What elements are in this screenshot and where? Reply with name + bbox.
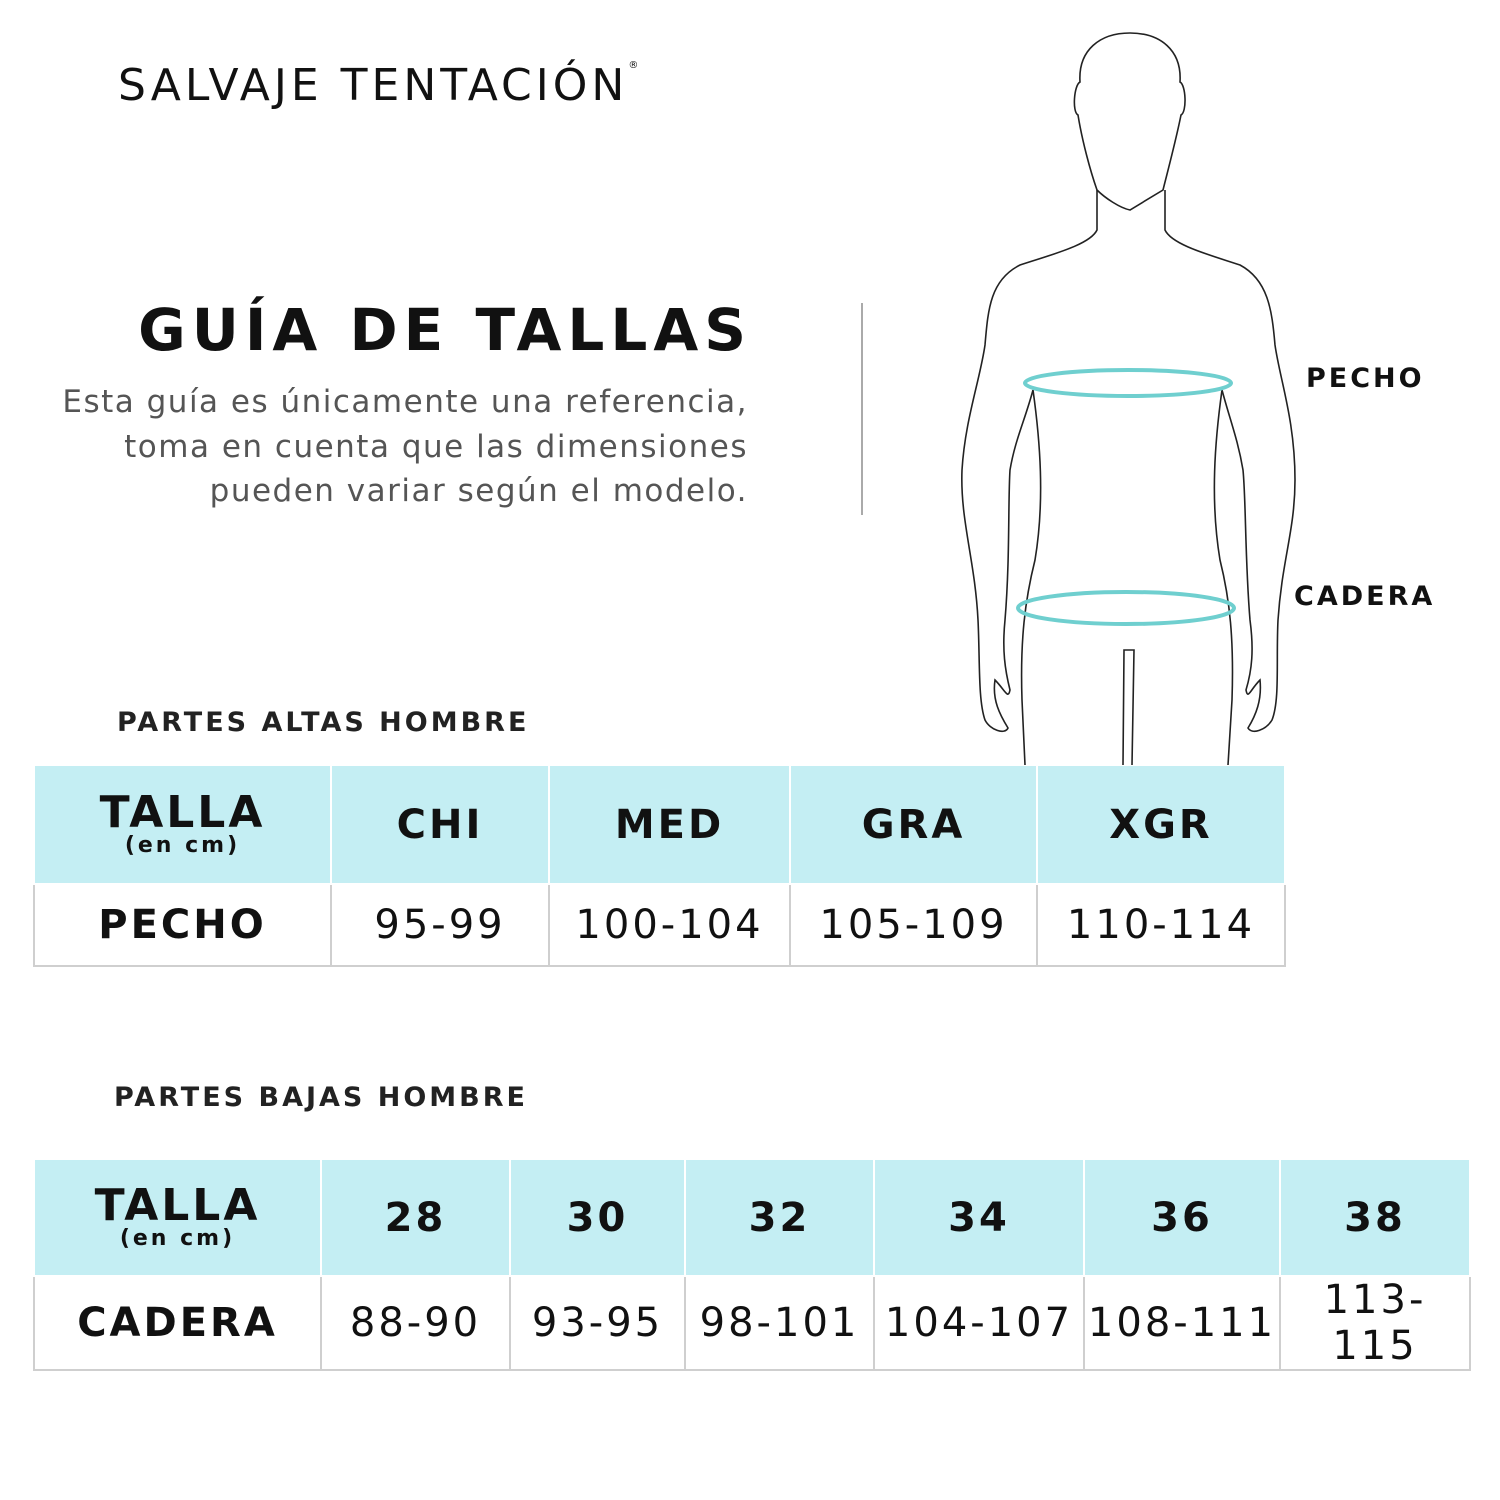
registered-mark: ®	[628, 60, 639, 71]
hip-label: CADERA	[1294, 581, 1436, 612]
table-cell: 95-99	[330, 883, 550, 967]
left-body-outline	[961, 190, 1098, 732]
lower-section-title: PARTES BAJAS HOMBRE	[114, 1082, 528, 1113]
page-title: GUÍA DE TALLAS	[138, 296, 752, 364]
torso-left	[1020, 389, 1042, 766]
talla-header: TALLA (en cm)	[33, 1160, 322, 1277]
size-header: 36	[1083, 1160, 1281, 1277]
table-header-row: TALLA (en cm) CHI MED GRA XGR	[33, 766, 1286, 885]
table-cell: 88-90	[320, 1275, 511, 1371]
table-cell: 93-95	[509, 1275, 686, 1371]
size-header: 30	[509, 1160, 686, 1277]
upper-section-title: PARTES ALTAS HOMBRE	[117, 707, 530, 738]
talla-label: TALLA	[94, 1179, 261, 1231]
body-outline	[961, 32, 1296, 766]
table-cell: 108-111	[1083, 1275, 1281, 1371]
table-cell: 110-114	[1036, 883, 1286, 967]
table-cell: 100-104	[548, 883, 791, 967]
chest-measure-ring	[1023, 368, 1233, 398]
divider	[861, 303, 863, 515]
table-cell: 113-115	[1279, 1275, 1471, 1371]
unit-label: (en cm)	[124, 832, 241, 858]
row-label: PECHO	[33, 883, 332, 967]
brand-name: SALVAJE TENTACIÓN	[118, 60, 629, 111]
table-cell: 98-101	[684, 1275, 875, 1371]
talla-header: TALLA (en cm)	[33, 766, 332, 885]
table-cell: 105-109	[789, 883, 1038, 967]
inseam	[1122, 649, 1135, 766]
size-header: MED	[548, 766, 791, 885]
head-outline	[1073, 32, 1186, 211]
table-cell: 104-107	[873, 1275, 1085, 1371]
row-label: CADERA	[33, 1275, 322, 1371]
talla-label: TALLA	[99, 786, 266, 838]
table-row: CADERA 88-90 93-95 98-101 104-107 108-11…	[33, 1275, 1471, 1371]
size-header: 28	[320, 1160, 511, 1277]
torso-right	[1213, 389, 1234, 766]
unit-label: (en cm)	[119, 1225, 236, 1251]
chest-label: PECHO	[1306, 363, 1425, 394]
table-header-row: TALLA (en cm) 28 30 32 34 36 38	[33, 1160, 1471, 1277]
brand-logo: SALVAJE TENTACIÓN®	[118, 60, 638, 111]
size-header: 38	[1279, 1160, 1471, 1277]
size-header: GRA	[789, 766, 1038, 885]
size-header: CHI	[330, 766, 550, 885]
right-body-outline	[1164, 190, 1296, 732]
lower-size-table: TALLA (en cm) 28 30 32 34 36 38 CADERA 88…	[33, 1160, 1471, 1371]
table-row: PECHO 95-99 100-104 105-109 110-114	[33, 883, 1286, 967]
size-header: 34	[873, 1160, 1085, 1277]
description: Esta guía es únicamente una referencia, …	[62, 384, 748, 509]
size-header: XGR	[1036, 766, 1286, 885]
size-header: 32	[684, 1160, 875, 1277]
hip-measure-ring	[1016, 590, 1236, 626]
upper-size-table: TALLA (en cm) CHI MED GRA XGR PECHO 95-99…	[33, 766, 1286, 967]
